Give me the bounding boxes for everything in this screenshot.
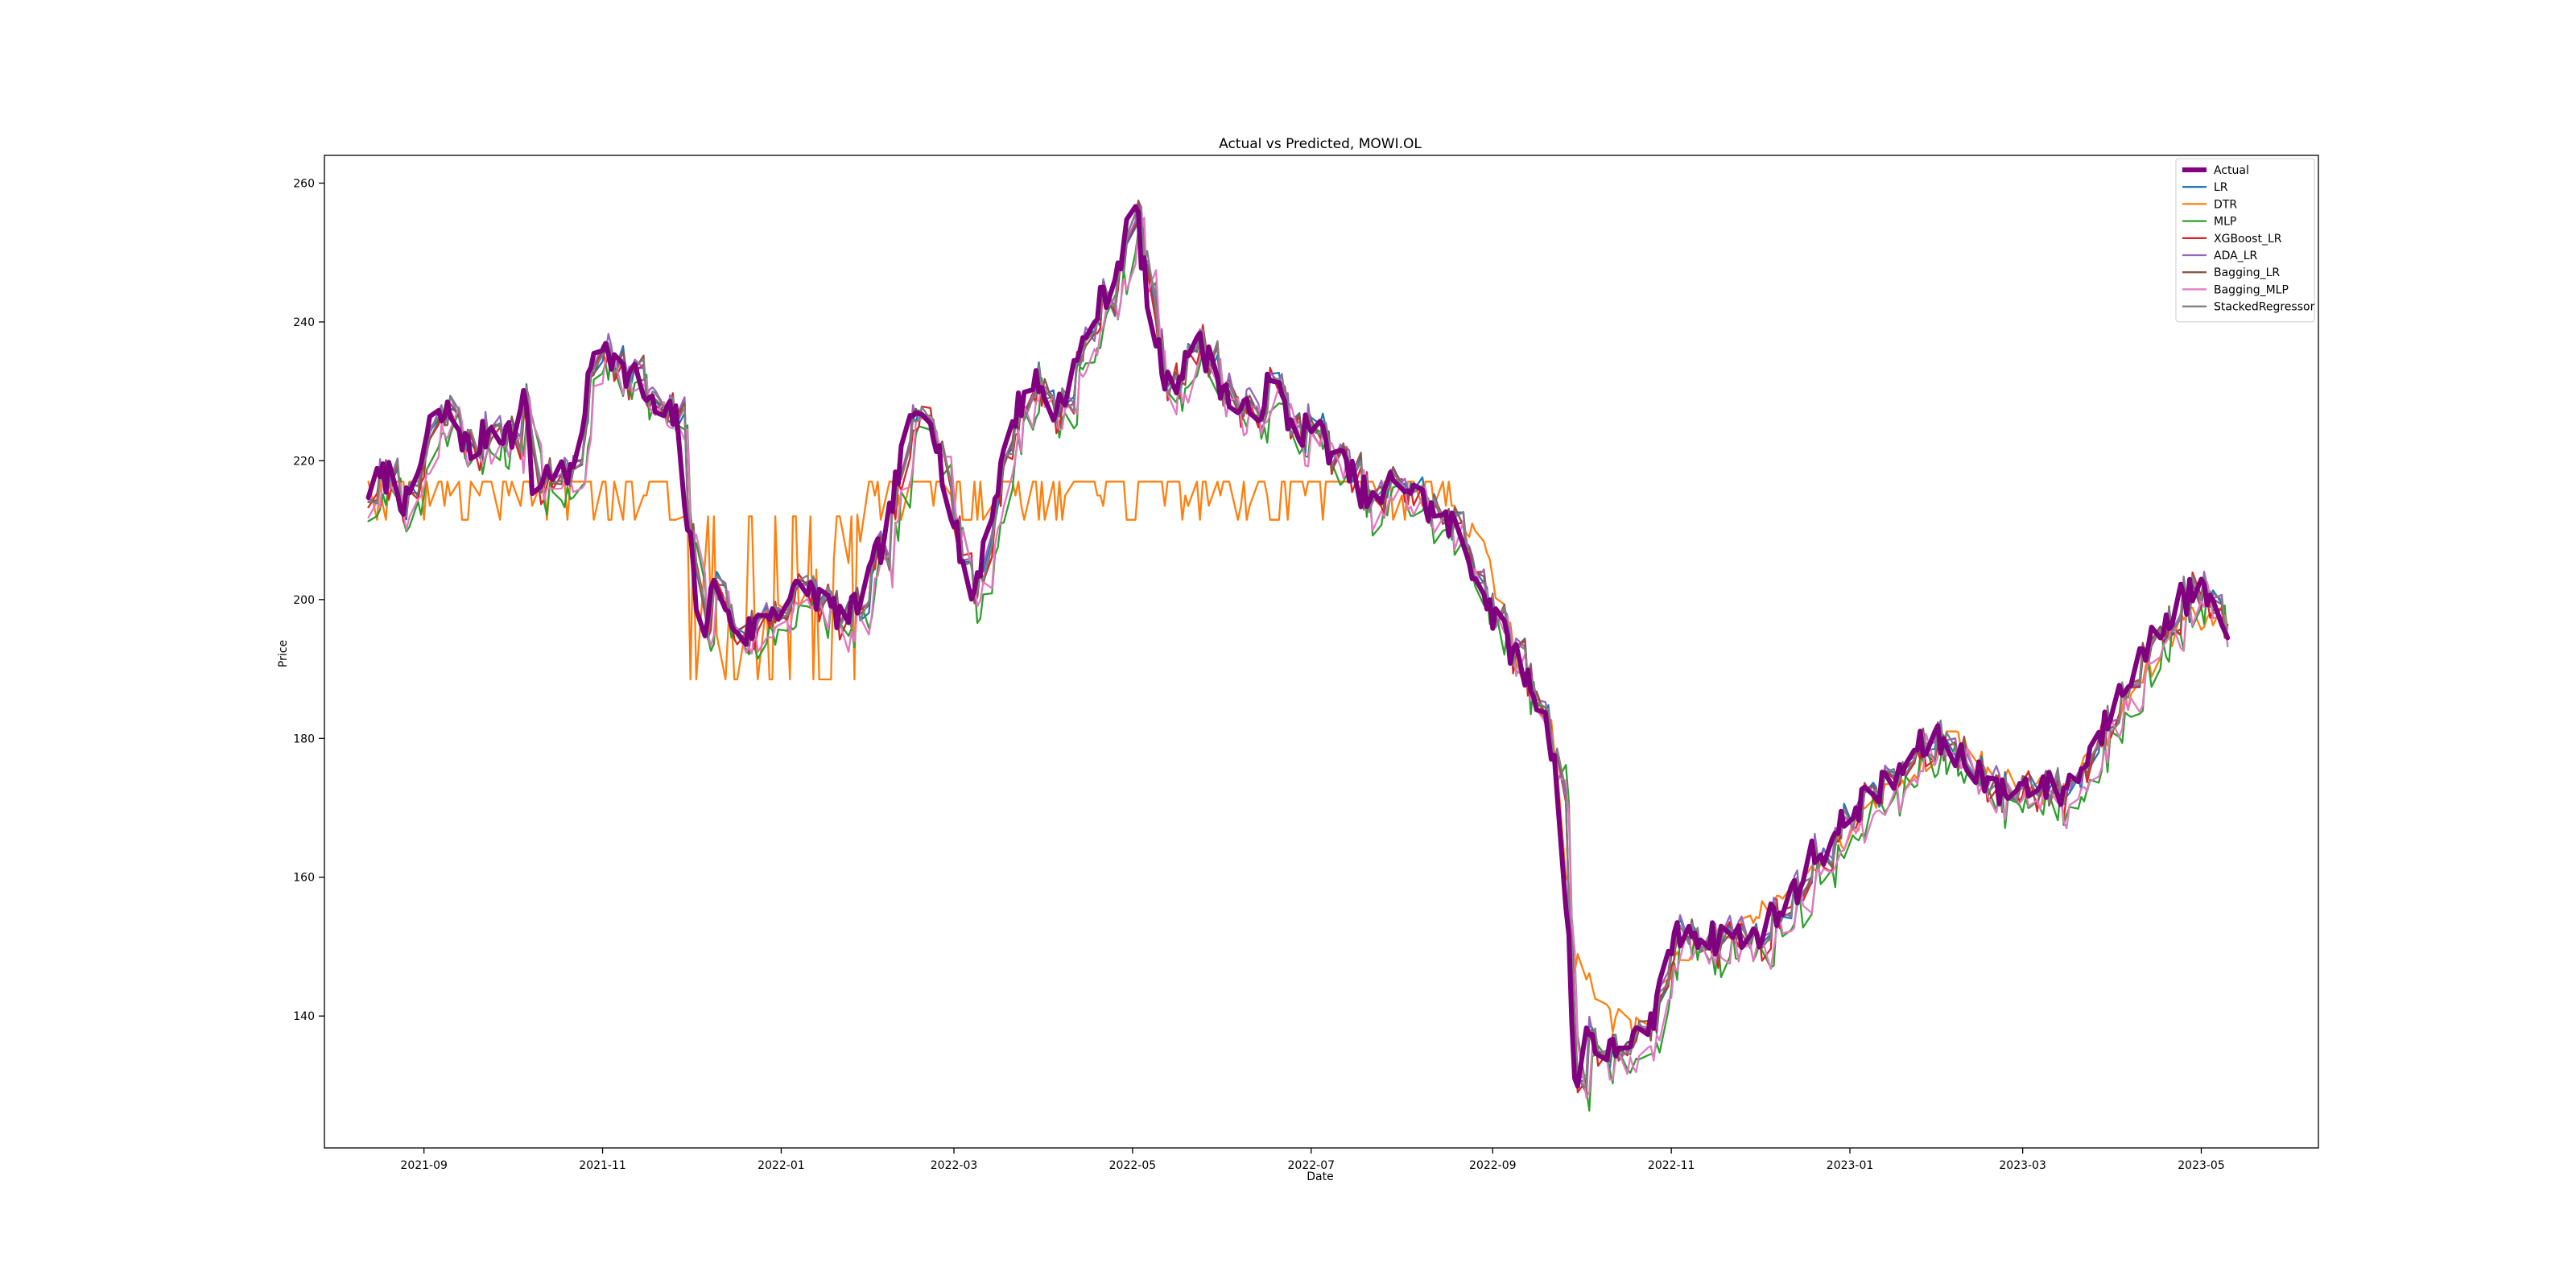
x-tick-label: 2022-05: [1109, 1159, 1157, 1172]
series-line-mlp: [367, 215, 2229, 1112]
x-tick-label: 2022-01: [758, 1159, 805, 1172]
y-tick-label: 240: [293, 316, 315, 329]
series-layer: [365, 199, 2231, 1112]
legend-label: DTR: [2214, 198, 2237, 211]
x-tick-label: 2022-07: [1288, 1159, 1335, 1172]
series-line-actual: [365, 204, 2231, 1089]
y-tick-label: 220: [293, 455, 315, 468]
legend-label: Bagging_MLP: [2214, 283, 2289, 296]
legend-label: XGBoost_LR: [2214, 233, 2282, 246]
legend-label: LR: [2214, 181, 2228, 194]
y-tick-label: 260: [293, 177, 315, 190]
x-tick-label: 2023-03: [1999, 1159, 2046, 1172]
x-tick-label: 2023-05: [2178, 1159, 2225, 1172]
y-tick-label: 140: [293, 1010, 315, 1023]
legend: Actual LR DTR MLP XGBoost_LR ADA_LR Bagging_LR…: [2175, 158, 2315, 323]
x-tick-label: 2023-01: [1827, 1159, 1874, 1172]
y-tick-label: 160: [293, 872, 315, 885]
x-tick-label: 2021-11: [579, 1159, 626, 1172]
legend-label: ADA_LR: [2214, 250, 2257, 262]
chart-title: Actual vs Predicted, MOWI.OL: [1219, 136, 1422, 152]
x-axis-label: Date: [1307, 1170, 1333, 1183]
x-tick-label: 2022-11: [1648, 1159, 1695, 1172]
x-tick-label: 2021-09: [400, 1159, 448, 1172]
legend-label: StackedRegressor: [2214, 301, 2315, 314]
legend-box: [2175, 158, 2315, 323]
ticks-layer: 2021-09 2021-11 2022-01 2022-03 2022-05 2022-…: [293, 177, 2224, 1172]
x-tick-label: 2022-03: [931, 1159, 978, 1172]
x-tick-label: 2022-09: [1469, 1159, 1517, 1172]
plot-frame: [324, 155, 2319, 1149]
y-tick-label: 200: [293, 594, 315, 607]
y-axis-label: Price: [277, 640, 290, 667]
legend-label: Bagging_LR: [2214, 266, 2280, 279]
legend-label: Actual: [2214, 164, 2249, 177]
legend-label: MLP: [2214, 216, 2236, 229]
y-tick-label: 180: [293, 733, 315, 745]
